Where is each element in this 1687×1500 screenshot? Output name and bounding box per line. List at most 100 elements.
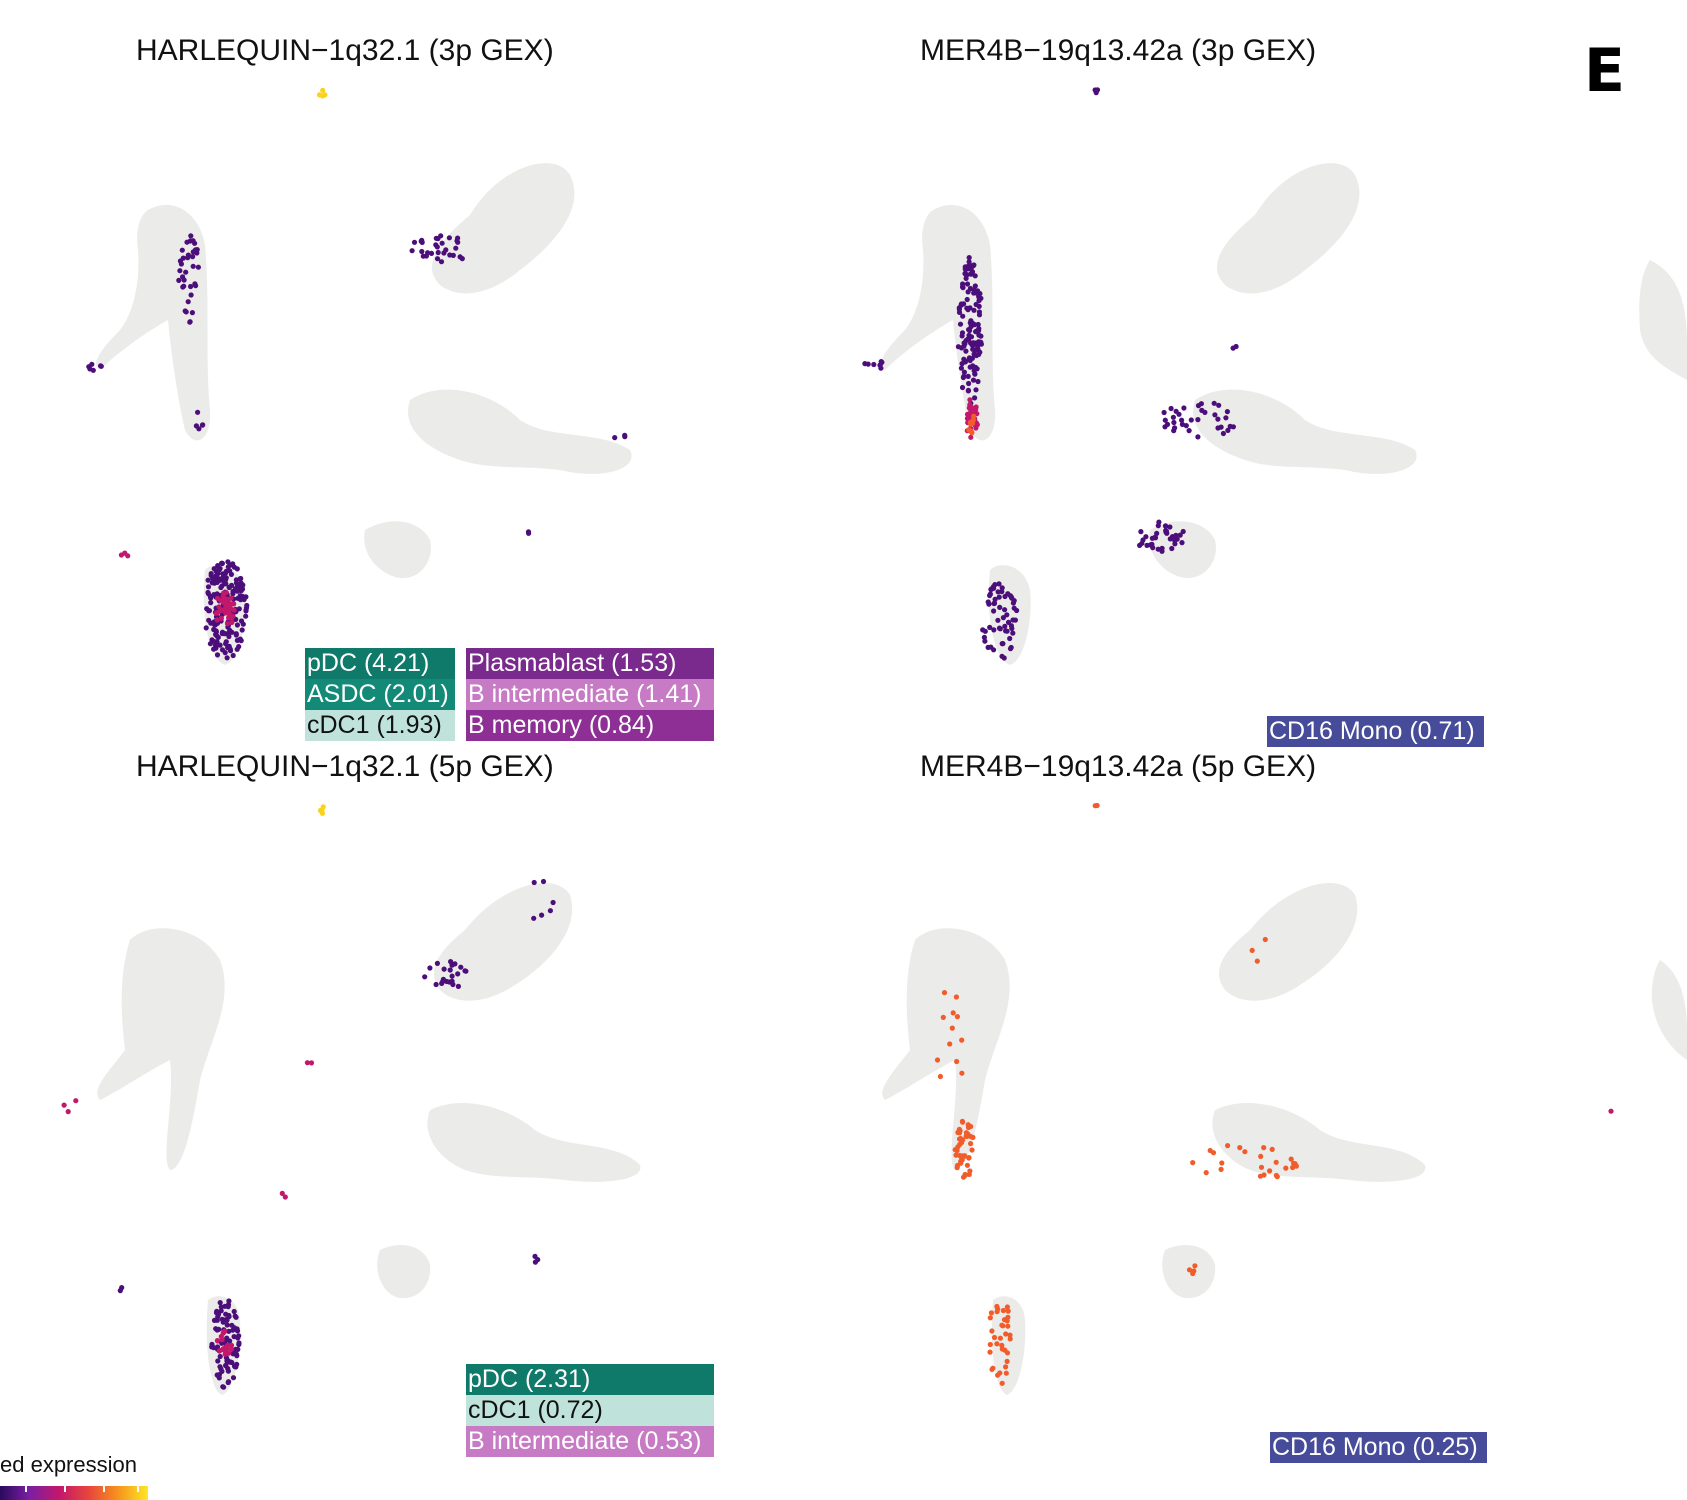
expression-dot [449,978,455,984]
expression-dot [229,619,235,626]
expression-dot [320,804,326,810]
expression-dot [972,322,978,328]
expression-dot [1249,947,1255,954]
expression-dot [229,1359,235,1366]
expression-dot [964,1162,971,1168]
expression-dot [1211,400,1217,406]
expression-dot [547,908,554,914]
expression-dot [444,978,450,985]
expression-dot [282,1194,288,1200]
expression-dot [230,613,236,619]
expression-dot [236,1340,242,1346]
expression-dot [434,960,440,967]
expression-dot [213,1310,220,1316]
expression-dot [208,620,214,626]
expression-dot [180,255,186,261]
expression-dot [449,962,455,968]
expression-dot [961,369,968,375]
expression-dot [1139,540,1145,546]
expression-dot [446,235,452,241]
expression-dot [218,1308,224,1314]
expression-dot [206,608,213,614]
expression-dot [989,1328,995,1334]
expression-dot [225,645,231,651]
expression-dot [954,1014,961,1020]
expression-dot [195,409,201,415]
expression-dot [1225,1143,1231,1149]
expression-dot [219,1316,225,1322]
expression-dot [968,434,974,440]
expression-dot [1143,534,1149,540]
expression-dot [963,348,969,354]
expression-dot [219,560,225,567]
expression-dot [966,255,972,261]
panel-3-title: HARLEQUIN−1q32.1 (5p GEX) [136,750,554,783]
expression-dot [965,373,971,379]
expression-dot [224,1358,230,1364]
expression-dot [967,327,973,334]
expression-dot [216,566,223,572]
expression-dot [999,641,1005,647]
expression-dot [539,912,545,918]
expression-dot [234,622,240,628]
expression-dot [221,1384,227,1390]
expression-dot [238,580,244,586]
expression-dot [225,564,231,570]
expression-dot [971,262,977,268]
expression-dot [428,250,435,256]
expression-dot [193,423,199,429]
expression-dot [1283,1165,1289,1171]
expression-dot [1262,936,1268,943]
expression-dot [1138,529,1144,535]
expression-dot [190,254,196,260]
expression-dot [958,365,965,371]
expression-dot [535,1257,541,1263]
expression-dot [411,239,418,245]
expression-dot [1291,1160,1297,1166]
expression-dot [972,273,978,279]
expression-dot [1242,1149,1248,1155]
expression-dot [234,646,240,652]
expression-dot [190,263,196,269]
expression-dot [959,330,966,336]
expression-dot [960,1119,966,1125]
expression-dot [223,641,229,647]
expression-dot [1162,523,1169,529]
expression-dot [1168,405,1174,412]
expression-dot [304,1060,310,1066]
expression-dot [225,1368,231,1374]
expression-dot [232,1313,238,1319]
expression-dot [218,615,224,622]
expression-dot [422,974,428,980]
expression-dot [1004,1358,1010,1364]
expression-dot [223,577,229,583]
expression-dot [236,606,242,612]
expression-dot [1207,1147,1213,1154]
expression-dot [200,422,206,428]
expression-dot [1216,402,1222,408]
expression-dot [1004,1350,1011,1356]
expression-dot [878,365,884,371]
expression-dot [1004,612,1010,618]
expression-dot [214,1338,220,1344]
expression-dot [1002,607,1008,613]
expression-dot [216,1348,222,1354]
expression-dot [193,283,199,289]
expression-dot [965,387,972,393]
expression-dot [1274,1174,1280,1180]
expression-dot [1190,1160,1196,1166]
expression-dot [239,584,245,591]
expression-dot [194,247,200,253]
expression-dot [210,575,216,581]
expression-dot [226,584,232,591]
expression-dot [184,239,190,245]
expression-dot [1261,1145,1267,1151]
expression-dot [214,617,220,623]
expression-dot [1257,1173,1263,1179]
expression-dot [999,589,1005,595]
expression-dot [995,617,1001,623]
expression-dot [973,301,979,308]
expression-dot [1180,528,1186,535]
expression-dot [959,1037,965,1043]
expression-dot [967,397,973,403]
